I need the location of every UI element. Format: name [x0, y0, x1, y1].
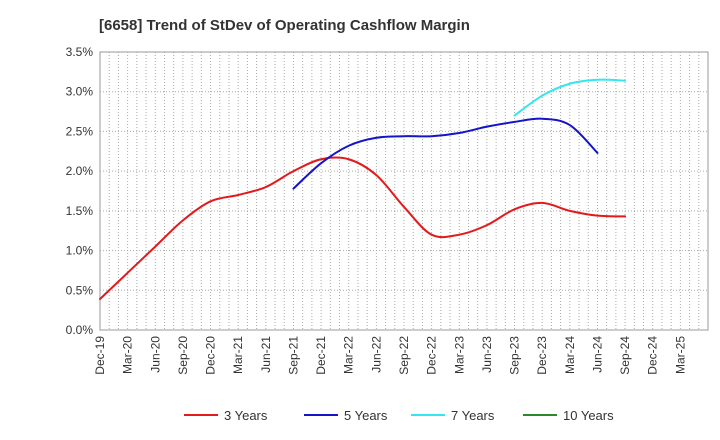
x-tick-label: Mar-20 — [121, 336, 135, 374]
x-tick-label: Sep-23 — [508, 336, 522, 375]
x-tick-label: Mar-21 — [231, 336, 245, 374]
x-tick-label: Dec-21 — [314, 336, 328, 375]
x-tick-label: Sep-24 — [618, 336, 632, 375]
series-line-7-years — [513, 78, 627, 117]
y-tick-label: 1.5% — [66, 204, 94, 218]
x-tick-label: Mar-25 — [673, 336, 687, 374]
x-tick-label: Mar-24 — [563, 336, 577, 374]
y-tick-label: 3.0% — [66, 85, 94, 99]
series-line-3-years — [99, 156, 627, 301]
x-tick-label: Sep-21 — [286, 336, 300, 375]
x-tick-label: Jun-22 — [369, 336, 383, 373]
legend-label-7-years: 7 Years — [451, 408, 495, 423]
x-tick-label: Jun-20 — [148, 336, 162, 373]
legend-label-10-years: 10 Years — [563, 408, 614, 423]
y-tick-label: 2.0% — [66, 164, 94, 178]
x-tick-label: Dec-24 — [646, 336, 660, 375]
x-tick-label: Dec-22 — [425, 336, 439, 375]
grid — [100, 52, 708, 330]
x-tick-label: Jun-24 — [590, 336, 604, 373]
y-axis-ticks: 0.0% 0.5% 1.0% 1.5% 2.0% 2.5% 3.0% 3.5% — [66, 45, 94, 337]
x-tick-label: Dec-23 — [535, 336, 549, 375]
series-line-5-years — [292, 117, 599, 190]
y-tick-label: 0.0% — [66, 323, 94, 337]
x-tick-label: Sep-20 — [176, 336, 190, 375]
x-tick-label: Dec-20 — [204, 336, 218, 375]
chart-title: [6658] Trend of StDev of Operating Cashf… — [99, 17, 470, 34]
x-tick-label: Jun-21 — [259, 336, 273, 373]
series-lines — [99, 78, 627, 301]
legend-label-3-years: 3 Years — [224, 408, 268, 423]
x-tick-label: Jun-23 — [480, 336, 494, 373]
x-axis-ticks: Dec-19 Mar-20 Jun-20 Sep-20 Dec-20 Mar-21 Jun-… — [93, 336, 687, 375]
y-tick-label: 2.5% — [66, 124, 94, 138]
legend: 3 Years 5 Years 7 Years 10 Years — [184, 408, 614, 423]
x-tick-label: Mar-22 — [342, 336, 356, 374]
x-tick-label: Mar-23 — [452, 336, 466, 374]
y-tick-label: 3.5% — [66, 45, 94, 59]
legend-label-5-years: 5 Years — [344, 408, 388, 423]
x-tick-label: Dec-19 — [93, 336, 107, 375]
y-tick-label: 1.0% — [66, 244, 94, 258]
y-tick-label: 0.5% — [66, 283, 94, 297]
x-tick-label: Sep-22 — [397, 336, 411, 375]
